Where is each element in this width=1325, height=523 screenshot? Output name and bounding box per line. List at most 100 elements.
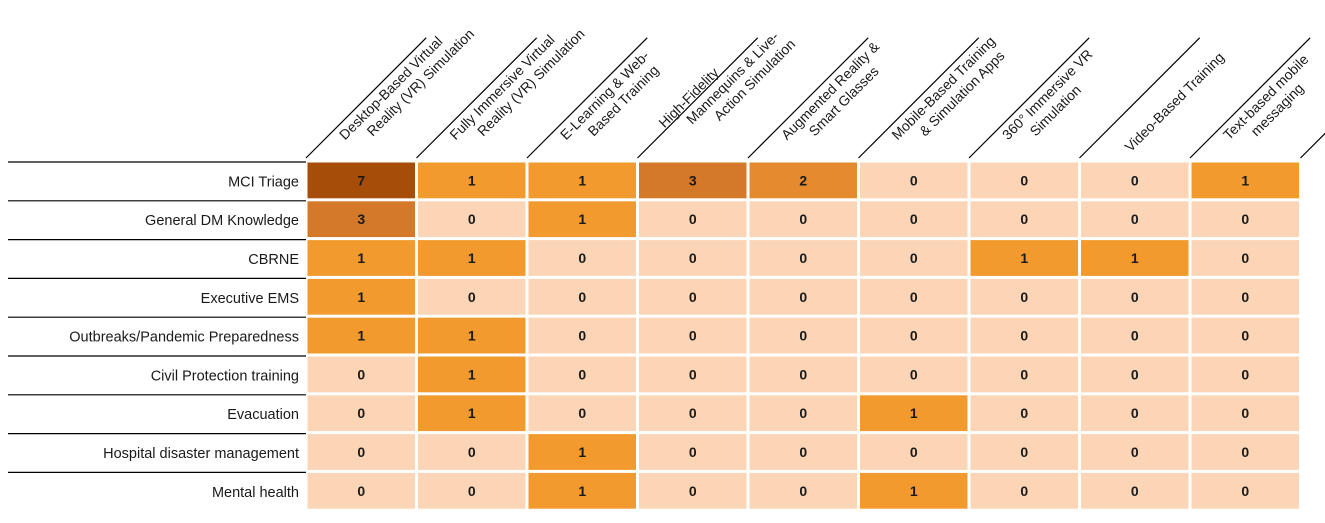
heatmap-cell-r1-c8 [1081, 162, 1189, 199]
cell-value-label: 1 [1241, 172, 1249, 188]
cell-value-label: 0 [357, 366, 365, 382]
cell-value-label: 0 [910, 289, 918, 305]
cell-value-label: 1 [578, 483, 586, 499]
cell-value-label: 1 [357, 250, 365, 266]
cell-value-label: 0 [1241, 444, 1249, 460]
heatmap-cell-r2-c2 [418, 201, 526, 238]
heatmap-cell-r9-c1 [307, 472, 415, 509]
row-label: Outbreaks/Pandemic Preparedness [69, 330, 299, 346]
heatmap-cell-r3-c7 [970, 240, 1078, 276]
cell-value-label: 0 [1131, 405, 1139, 421]
heatmap-cell-r7-c4 [639, 395, 747, 432]
row-label: Executive EMS [201, 291, 299, 307]
cell-value-label: 0 [578, 366, 586, 382]
cell-value-label: 0 [910, 328, 918, 344]
heatmap-cell-r3-c5 [749, 240, 857, 276]
cell-value-label: 0 [1131, 483, 1139, 499]
row-label: Hospital disaster management [103, 446, 299, 462]
cell-value-label: 0 [910, 172, 918, 188]
heatmap-cell-r9-c2 [418, 472, 526, 509]
heatmap-cell-r8-c7 [970, 434, 1078, 470]
cell-value-label: 0 [689, 444, 697, 460]
heatmap-cell-r2-c7 [970, 201, 1078, 238]
heatmap-cell-r8-c9 [1191, 434, 1299, 470]
column-divider-line [858, 37, 980, 159]
column-header-6: Mobile-Based Training& Simulation Apps [888, 33, 1007, 143]
cell-value-label: 0 [689, 289, 697, 305]
cell-value-label: 1 [910, 405, 918, 421]
cell-value-label: 0 [1131, 172, 1139, 188]
cell-value-label: 0 [578, 328, 586, 344]
cell-value-label: 0 [468, 483, 476, 499]
heatmap-cell-r5-c2 [418, 317, 526, 354]
heatmap-cell-r5-c1 [307, 317, 415, 354]
cell-value-label: 0 [1020, 172, 1028, 188]
cell-value-label: 0 [1241, 289, 1249, 305]
cell-value-label: 0 [689, 211, 697, 227]
heatmap-cell-r6-c5 [749, 356, 857, 393]
heatmap-cell-r2-c3 [528, 201, 636, 238]
heatmap-cell-r2-c9 [1191, 201, 1299, 238]
cell-value-label: 0 [1131, 366, 1139, 382]
cell-value-label: 1 [468, 328, 476, 344]
heatmap-cell-r3-c4 [639, 240, 747, 276]
heatmap-cell-r4-c6 [860, 278, 968, 315]
cell-value-label: 0 [1131, 289, 1139, 305]
column-divider-line [968, 37, 1090, 159]
heatmap-cell-r4-c3 [528, 278, 636, 315]
heatmap-cell-r5-c4 [639, 317, 747, 354]
heatmap-cell-r6-c1 [307, 356, 415, 393]
heatmap-cell-r8-c2 [418, 434, 526, 470]
heatmap-cell-r6-c4 [639, 356, 747, 393]
cell-value-label: 1 [468, 172, 476, 188]
heatmap-cell-r5-c3 [528, 317, 636, 354]
cell-value-label: 0 [578, 289, 586, 305]
heatmap-cell-r7-c7 [970, 395, 1078, 432]
cell-value-label: 0 [799, 405, 807, 421]
heatmap-cell-r8-c4 [639, 434, 747, 470]
column-divider-line [416, 37, 538, 159]
cell-value-label: 7 [357, 172, 365, 188]
cell-value-label: 0 [1241, 405, 1249, 421]
heatmap-cell-r6-c9 [1191, 356, 1299, 393]
column-divider-line [1300, 132, 1325, 159]
heatmap-cell-r7-c3 [528, 395, 636, 432]
heatmap-cell-r8-c1 [307, 434, 415, 470]
cell-value-label: 0 [1241, 483, 1249, 499]
heatmap-cell-r5-c9 [1191, 317, 1299, 354]
heatmap-cell-r9-c7 [970, 472, 1078, 509]
cell-value-label: 0 [1131, 211, 1139, 227]
heatmap-cell-r5-c7 [970, 317, 1078, 354]
heatmap-cell-r9-c5 [749, 472, 857, 509]
cell-value-label: 0 [799, 250, 807, 266]
cell-value-label: 0 [357, 444, 365, 460]
cell-value-label: 0 [689, 483, 697, 499]
row-label-group: MCI Triage General DM Knowledge CBRNE Execu… [8, 161, 306, 501]
cell-value-label: 0 [578, 250, 586, 266]
cell-value-label: 0 [910, 250, 918, 266]
cell-value-label: 0 [468, 444, 476, 460]
heatmap-cell-r7-c8 [1081, 395, 1189, 432]
cell-value-label: 0 [1020, 366, 1028, 382]
heatmap-cell-r5-c5 [749, 317, 857, 354]
cell-value-label: 0 [468, 211, 476, 227]
heatmap-cell-r7-c9 [1191, 395, 1299, 432]
heatmap-cell-r3-c3 [528, 240, 636, 276]
heatmap-cell-r6-c8 [1081, 356, 1189, 393]
heatmap-cell-r1-c6 [860, 162, 968, 199]
heatmap-cell-r3-c8 [1081, 240, 1189, 276]
heatmap-cell-r6-c6 [860, 356, 968, 393]
row-label: Mental health [212, 485, 299, 501]
cell-value-label: 1 [578, 211, 586, 227]
heatmap-cell-r4-c2 [418, 278, 526, 315]
heatmap-cell-r1-c4 [639, 162, 747, 199]
heatmap-cell-r7-c5 [749, 395, 857, 432]
heatmap-cells-group: 7 1 1 3 2 0 0 0 1 3 0 1 0 0 0 0 0 0 1 1 0 0 0 0 1 1 0 1 0 0 0 0 0 0 0 0 1 1 0 0… [307, 162, 1299, 509]
cell-value-label: 0 [799, 483, 807, 499]
heatmap-cell-r9-c6 [860, 472, 968, 509]
